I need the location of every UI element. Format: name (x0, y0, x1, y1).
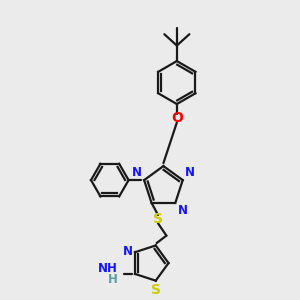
Text: N: N (185, 166, 195, 178)
Text: NH: NH (98, 262, 118, 275)
Text: H: H (108, 273, 118, 286)
Text: N: N (132, 166, 142, 178)
Text: S: S (151, 283, 161, 297)
Text: O: O (171, 111, 183, 125)
Text: N: N (123, 245, 133, 258)
Text: S: S (153, 212, 163, 226)
Text: N: N (178, 204, 188, 217)
